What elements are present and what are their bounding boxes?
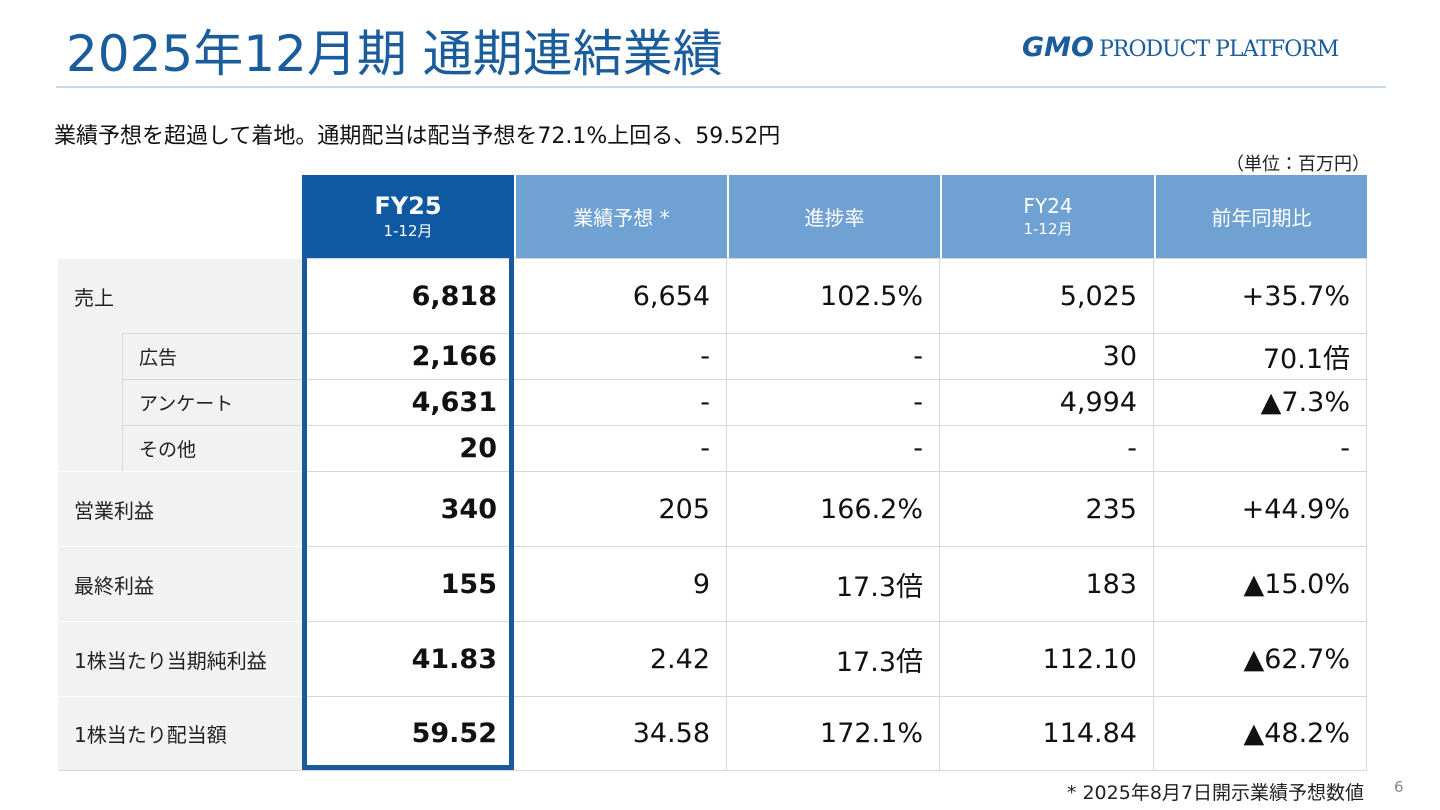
value-cell: 70.1倍 xyxy=(1154,333,1367,379)
value-cell-highlight: 4,631 xyxy=(302,379,514,425)
value-cell: ▲7.3% xyxy=(1154,379,1367,425)
logo-brand: GMO xyxy=(1022,32,1094,63)
row-label: 広告 xyxy=(122,333,302,379)
value-cell: 30 xyxy=(940,333,1154,379)
header-cell: FY24 1-12月 xyxy=(942,175,1154,258)
value-cell-highlight: 41.83 xyxy=(302,621,514,696)
value-cell-highlight: 340 xyxy=(302,471,514,546)
value-cell: 2.42 xyxy=(514,621,727,696)
value-cell: - xyxy=(514,333,727,379)
value-cell: 17.3倍 xyxy=(727,546,940,621)
header-sub: 1-12月 xyxy=(1023,220,1073,238)
value-cell: 172.1% xyxy=(727,696,940,770)
value-cell: - xyxy=(514,425,727,471)
header-label: FY25 xyxy=(374,192,442,220)
value-cell: 6,654 xyxy=(514,258,727,333)
value-cell: +44.9% xyxy=(1154,471,1367,546)
row-label: 売上 xyxy=(58,258,302,333)
indent-cell xyxy=(58,379,122,425)
value-cell: 183 xyxy=(940,546,1154,621)
title: 2025年12月期 通期連結業績 xyxy=(66,25,723,83)
divider xyxy=(56,86,1386,88)
highlight-frame xyxy=(302,258,514,770)
value-cell: ▲48.2% xyxy=(1154,696,1367,770)
header-cell: 前年同期比 xyxy=(1156,175,1367,258)
value-cell: - xyxy=(1154,425,1367,471)
header-label: 業績予想 * xyxy=(573,206,670,230)
row-label: 最終利益 xyxy=(58,546,302,621)
value-cell: - xyxy=(727,379,940,425)
value-cell: 166.2% xyxy=(727,471,940,546)
row-label: その他 xyxy=(122,425,302,471)
footnote: * 2025年8月7日開示業績予想数値 xyxy=(1066,782,1364,804)
row-label: 営業利益 xyxy=(58,471,302,546)
header-sub: 1-12月 xyxy=(383,222,433,240)
table-bottom-line xyxy=(58,770,1367,771)
value-cell: - xyxy=(514,379,727,425)
header-label: 進捗率 xyxy=(804,206,865,230)
value-cell: - xyxy=(940,425,1154,471)
value-cell: 102.5% xyxy=(727,258,940,333)
value-cell: 205 xyxy=(514,471,727,546)
value-cell-highlight: 6,818 xyxy=(302,258,514,333)
indent-cell xyxy=(58,425,122,471)
header-cell: 進捗率 xyxy=(729,175,940,258)
header-cell: 業績予想 * xyxy=(516,175,727,258)
header-cell: FY25 1-12月 xyxy=(302,175,514,258)
indent-cell xyxy=(58,333,122,379)
value-cell: 34.58 xyxy=(514,696,727,770)
value-cell: 9 xyxy=(514,546,727,621)
unit: （単位：百万円） xyxy=(1226,154,1370,175)
value-cell-highlight: 2,166 xyxy=(302,333,514,379)
value-cell: 4,994 xyxy=(940,379,1154,425)
value-cell: ▲62.7% xyxy=(1154,621,1367,696)
value-cell: 17.3倍 xyxy=(727,621,940,696)
page-number: 6 xyxy=(1394,778,1404,796)
value-cell: - xyxy=(727,425,940,471)
value-cell: 235 xyxy=(940,471,1154,546)
value-cell: 114.84 xyxy=(940,696,1154,770)
value-cell: - xyxy=(727,333,940,379)
value-cell: +35.7% xyxy=(1154,258,1367,333)
row-label: アンケート xyxy=(122,379,302,425)
value-cell-highlight: 20 xyxy=(302,425,514,471)
header-label: FY24 xyxy=(1023,194,1073,218)
row-label: 1株当たり配当額 xyxy=(58,696,302,770)
row-label: 1株当たり当期純利益 xyxy=(58,621,302,696)
logo: GMO PRODUCT PLATFORM xyxy=(1022,32,1339,63)
value-cell: ▲15.0% xyxy=(1154,546,1367,621)
subtitle: 業績予想を超過して着地。通期配当は配当予想を72.1%上回る、59.52円 xyxy=(54,124,781,149)
logo-name: PRODUCT PLATFORM xyxy=(1099,37,1339,62)
value-cell: 112.10 xyxy=(940,621,1154,696)
value-cell: 5,025 xyxy=(940,258,1154,333)
header-label: 前年同期比 xyxy=(1211,206,1312,230)
